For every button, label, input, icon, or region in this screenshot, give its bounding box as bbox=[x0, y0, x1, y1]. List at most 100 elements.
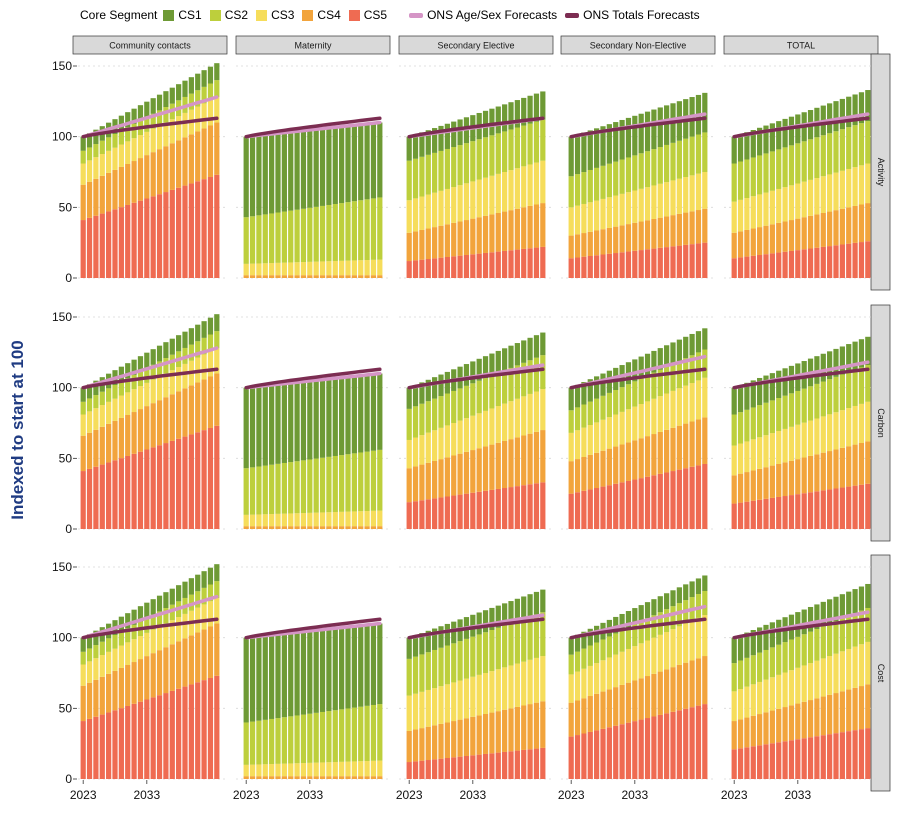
bar-segment-cs3 bbox=[476, 179, 482, 218]
bar-segment-cs3 bbox=[463, 418, 470, 452]
bar-segment-cs3 bbox=[495, 669, 501, 712]
bar-segment-cs4 bbox=[457, 221, 463, 256]
bar-segment-cs2 bbox=[319, 457, 326, 513]
bar-segment-cs2 bbox=[670, 363, 676, 391]
bar-segment-cs4 bbox=[750, 470, 756, 501]
ons-totals-line bbox=[569, 367, 707, 390]
bar-segment-cs4 bbox=[632, 680, 638, 722]
bar-segment-cs3 bbox=[207, 100, 214, 126]
bar-segment-cs2 bbox=[406, 408, 412, 440]
bar-segment-cs4 bbox=[788, 220, 795, 251]
bar-segment-cs2 bbox=[613, 161, 619, 196]
bar-segment-cs3 bbox=[482, 410, 489, 447]
bar-segment-cs4 bbox=[326, 275, 332, 278]
bar-segment-cs1 bbox=[476, 358, 482, 381]
bar-segment-cs4 bbox=[106, 673, 112, 713]
bar-segment-cs5 bbox=[214, 675, 220, 779]
bar-segment-cs5 bbox=[463, 755, 470, 779]
bar-segment-cs5 bbox=[689, 466, 695, 529]
bar-segment-cs1 bbox=[275, 384, 281, 464]
bar-segment-cs1 bbox=[125, 112, 131, 128]
bar-segment-cs5 bbox=[846, 486, 852, 529]
bar-segment-cs2 bbox=[489, 135, 495, 176]
bar-segment-cs1 bbox=[249, 386, 256, 468]
bar-segment-cs5 bbox=[412, 761, 419, 779]
bar-segment-cs5 bbox=[182, 185, 188, 278]
bar-segment-cs5 bbox=[482, 252, 489, 278]
bar-segment-cs4 bbox=[807, 455, 814, 493]
bar-segment-cs1 bbox=[182, 331, 188, 348]
bar-segment-cs5 bbox=[670, 471, 676, 529]
bar-segment-cs3 bbox=[676, 626, 682, 665]
facet-row-label: Cost bbox=[876, 664, 886, 683]
bar-segment-cs5 bbox=[676, 469, 682, 529]
bar-segment-cs3 bbox=[377, 760, 383, 777]
bar-segment-cs1 bbox=[744, 132, 750, 160]
bar-segment-cs3 bbox=[757, 437, 763, 469]
bar-segment-cs4 bbox=[644, 220, 651, 250]
bar-segment-cs5 bbox=[131, 703, 137, 779]
bar-segment-cs1 bbox=[406, 136, 412, 161]
bar-segment-cs1 bbox=[782, 118, 788, 148]
bar-segment-cs2 bbox=[750, 407, 756, 440]
bar-segment-cs5 bbox=[176, 688, 182, 779]
bar-segment-cs2 bbox=[99, 641, 105, 656]
bar-segment-cs2 bbox=[644, 375, 651, 402]
bar-segment-cs5 bbox=[86, 217, 93, 278]
bar-segment-cs4 bbox=[364, 526, 370, 529]
bar-segment-cs3 bbox=[769, 190, 775, 225]
bar-segment-cs2 bbox=[795, 143, 801, 184]
bar-segment-cs5 bbox=[600, 728, 606, 779]
bar-segment-cs3 bbox=[406, 695, 412, 731]
bar-segment-cs2 bbox=[288, 210, 294, 263]
bar-segment-cs5 bbox=[619, 482, 625, 529]
bar-segment-cs1 bbox=[508, 102, 514, 130]
bar-segment-cs4 bbox=[508, 708, 514, 752]
bar-segment-cs1 bbox=[502, 348, 508, 371]
bar-segment-cs3 bbox=[214, 598, 220, 624]
bar-segment-cs3 bbox=[156, 626, 163, 651]
bar-segment-cs3 bbox=[326, 512, 332, 527]
bar-segment-cs5 bbox=[125, 455, 131, 529]
bar-segment-cs4 bbox=[288, 776, 294, 779]
bar-segment-cs2 bbox=[300, 460, 307, 514]
bar-segment-cs2 bbox=[188, 594, 194, 611]
bar-segment-cs1 bbox=[326, 127, 332, 205]
bar-segment-cs3 bbox=[852, 405, 858, 445]
bar-segment-cs2 bbox=[243, 468, 249, 515]
bar-segment-cs5 bbox=[489, 252, 495, 278]
bar-segment-cs1 bbox=[664, 593, 670, 610]
bar-segment-cs1 bbox=[438, 626, 444, 648]
bar-segment-cs1 bbox=[326, 628, 332, 712]
bar-segment-cs5 bbox=[125, 705, 131, 779]
bar-segment-cs4 bbox=[412, 466, 419, 502]
bar-segment-cs3 bbox=[364, 761, 370, 777]
bar-segment-cs1 bbox=[676, 587, 682, 604]
bar-segment-cs4 bbox=[788, 460, 795, 496]
bar-segment-cs5 bbox=[619, 252, 625, 278]
bar-segment-cs2 bbox=[695, 352, 702, 381]
bar-segment-cs4 bbox=[345, 275, 351, 278]
bar-segment-cs3 bbox=[470, 415, 476, 451]
bar-segment-cs3 bbox=[307, 512, 313, 527]
bar-segment-cs2 bbox=[332, 455, 338, 513]
bar-segment-cs1 bbox=[432, 128, 438, 153]
bar-segment-cs3 bbox=[99, 405, 105, 427]
bar-segment-cs3 bbox=[495, 406, 501, 443]
bar-segment-cs3 bbox=[568, 207, 574, 236]
bar-segment-cs1 bbox=[262, 385, 268, 466]
bar-segment-cs1 bbox=[256, 636, 262, 721]
bar-segment-cs1 bbox=[243, 637, 249, 723]
bar-segment-cs4 bbox=[482, 215, 489, 253]
bar-segment-cs5 bbox=[163, 443, 169, 529]
bar-segment-cs3 bbox=[351, 511, 357, 527]
bar-segment-cs1 bbox=[444, 623, 450, 646]
bar-segment-cs4 bbox=[294, 275, 300, 278]
bar-segment-cs5 bbox=[438, 497, 444, 529]
bar-segment-cs4 bbox=[351, 275, 357, 278]
bar-segment-cs2 bbox=[201, 587, 207, 605]
bar-segment-cs2 bbox=[131, 374, 137, 390]
bar-segment-cs1 bbox=[169, 588, 175, 605]
bar-segment-cs3 bbox=[351, 260, 357, 276]
bar-segment-cs5 bbox=[619, 724, 625, 779]
